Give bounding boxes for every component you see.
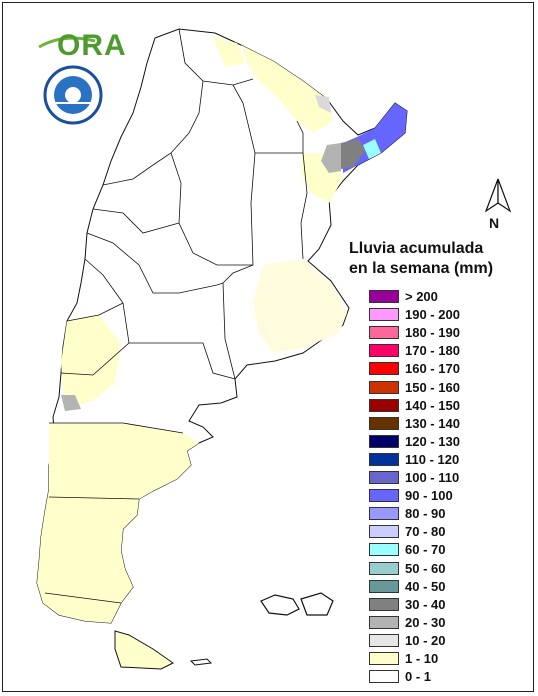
legend-label: 100 - 110 — [405, 470, 460, 485]
legend-title-line2: en la semana (mm) — [349, 260, 494, 277]
legend-label: 170 - 180 — [405, 343, 460, 359]
misiones-light-zone — [321, 143, 341, 173]
legend-label: 130 - 140 — [405, 415, 460, 431]
misiones-cyan-zone — [363, 139, 381, 159]
legend-swatch — [369, 452, 399, 466]
legend-label: 150 - 160 — [405, 379, 460, 395]
northwest-rain-zone — [213, 37, 245, 67]
legend-swatch — [369, 561, 399, 575]
legend-swatch — [369, 633, 399, 647]
legend-swatch — [369, 615, 399, 629]
legend-swatch — [369, 507, 399, 521]
legend-swatch — [369, 543, 399, 557]
southern-rain-zone — [37, 423, 199, 623]
legend-item: 40 - 50 — [369, 578, 529, 595]
legend-label: 160 - 170 — [405, 361, 460, 377]
misiones-moderate-zone — [341, 139, 365, 169]
legend-swatch — [369, 344, 399, 358]
corrientes-gray-zone — [315, 95, 331, 113]
legend-item: 190 - 200 — [369, 307, 529, 323]
legend-title-line1: Lluvia acumulada — [349, 240, 484, 257]
legend-item: 0 - 1 — [369, 669, 529, 685]
legend-swatch — [369, 525, 399, 539]
malvinas-east — [300, 592, 334, 616]
legend-item: 140 - 150 — [369, 397, 529, 414]
north-arrow-label: N — [489, 215, 500, 231]
legend-item: 30 - 40 — [369, 596, 529, 613]
legend-swatch — [369, 471, 399, 484]
tierra-del-fuego — [114, 630, 174, 670]
legend-item: 80 - 90 — [369, 506, 529, 522]
legend-swatch — [369, 416, 399, 430]
legend-label: 120 - 130 — [405, 433, 460, 449]
legend-item: 110 - 120 — [369, 451, 529, 468]
legend-label: 0 - 1 — [405, 669, 432, 685]
legend-item: 100 - 110 — [369, 470, 529, 486]
legend-item: 90 - 100 — [369, 488, 529, 504]
legend-label: 90 - 100 — [405, 488, 453, 504]
patagonia-rain-zone — [61, 315, 121, 407]
legend-label: 180 - 190 — [405, 325, 460, 341]
legend-label: 30 - 40 — [405, 596, 446, 612]
legend-swatch — [369, 670, 399, 684]
north-arrow-icon — [484, 178, 512, 213]
southwest-gray-zone — [61, 395, 81, 411]
province-borders — [44, 28, 308, 604]
legend-label: > 200 — [405, 289, 438, 304]
legend-item: 180 - 190 — [369, 325, 529, 341]
legend-item: 120 - 130 — [369, 433, 529, 450]
legend-item: 130 - 140 — [369, 415, 529, 432]
legend-swatch — [369, 308, 399, 322]
legend-swatch — [369, 434, 399, 448]
legend-label: 70 - 80 — [405, 524, 446, 540]
ora-logo-swoosh — [38, 36, 96, 49]
legend-label: 190 - 200 — [405, 307, 460, 323]
legend-item: > 200 — [369, 289, 529, 305]
legend-swatch — [369, 597, 399, 611]
legend-item: 1 - 10 — [369, 651, 529, 667]
legend-label: 110 - 120 — [405, 451, 460, 467]
legend-label: 60 - 70 — [405, 542, 446, 558]
legend-swatch — [369, 652, 399, 665]
legend-swatch — [369, 398, 399, 412]
legend-swatch — [369, 362, 399, 376]
legend-item: 70 - 80 — [369, 524, 529, 540]
isla-estados — [189, 658, 213, 666]
legend-label: 20 - 30 — [405, 614, 446, 630]
argentina-rainfall-map — [36, 28, 512, 670]
legend-label: 40 - 50 — [405, 578, 446, 594]
legend-swatch — [369, 290, 399, 303]
legend-item: 50 - 60 — [369, 560, 529, 577]
central-rain-zone — [253, 259, 347, 353]
legend-swatch — [369, 579, 399, 593]
legend-swatch — [369, 489, 399, 503]
legend-label: 140 - 150 — [405, 397, 460, 413]
legend-label: 10 - 20 — [405, 632, 446, 648]
smn-seal — [43, 65, 103, 125]
legend-swatch — [369, 326, 399, 340]
legend-swatch — [369, 380, 399, 394]
legend-item: 20 - 30 — [369, 614, 529, 631]
legend-item: 170 - 180 — [369, 343, 529, 359]
legend-label: 50 - 60 — [405, 560, 446, 576]
legend-item: 60 - 70 — [369, 542, 529, 558]
legend-label: 1 - 10 — [405, 651, 439, 666]
malvinas-west — [260, 594, 300, 616]
legend-label: 80 - 90 — [405, 506, 446, 522]
legend-item: 160 - 170 — [369, 361, 529, 377]
northeast-rain-zone — [241, 45, 333, 133]
legend-item: 150 - 160 — [369, 379, 529, 396]
legend-item: 10 - 20 — [369, 632, 529, 649]
ora-logo-text: ORA — [57, 29, 127, 62]
